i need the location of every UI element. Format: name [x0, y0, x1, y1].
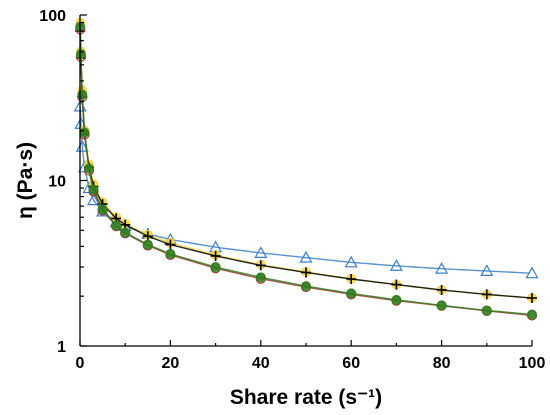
- data-point: [480, 264, 494, 276]
- data-point: [481, 305, 492, 316]
- data-point: [111, 220, 122, 231]
- x-tick-label: 80: [433, 355, 451, 372]
- data-point: [436, 284, 447, 295]
- data-point: [346, 274, 357, 284]
- series-4: [75, 21, 537, 320]
- data-point: [77, 89, 88, 100]
- data-point: [142, 239, 153, 250]
- x-tick-label: 40: [252, 355, 270, 372]
- x-tick-label: 100: [519, 355, 546, 372]
- data-point: [344, 255, 358, 268]
- x-axis-label: Share rate (s⁻¹): [230, 386, 382, 409]
- data-point: [346, 288, 357, 299]
- data-point: [391, 294, 402, 305]
- series-line: [79, 22, 530, 299]
- data-point: [436, 300, 447, 311]
- series-0: [73, 99, 539, 279]
- data-point: [210, 250, 221, 261]
- y-tick-label: 1: [57, 339, 66, 356]
- data-point: [525, 266, 539, 279]
- x-tick-label: 20: [162, 355, 180, 372]
- data-point: [254, 246, 268, 258]
- plot-area: [73, 17, 539, 321]
- y-tick-label: 100: [39, 8, 66, 25]
- x-tick-label: 60: [342, 355, 360, 372]
- data-point: [75, 49, 86, 60]
- data-point: [87, 193, 101, 206]
- data-point: [299, 250, 313, 263]
- data-point: [165, 248, 176, 259]
- data-point: [389, 259, 403, 271]
- data-point: [79, 127, 90, 138]
- data-point: [255, 272, 266, 283]
- y-tick-label: 10: [48, 174, 66, 191]
- data-point: [97, 204, 108, 215]
- ticks: 0 20 40 60 80 100 1 10 100: [39, 8, 545, 372]
- y-axis-label: η (Pa·s): [14, 142, 37, 219]
- data-point: [120, 227, 131, 238]
- data-point: [391, 279, 402, 290]
- data-point: [165, 239, 176, 250]
- data-point: [527, 292, 537, 303]
- axes: [79, 15, 532, 347]
- data-point: [301, 267, 311, 278]
- data-point: [435, 261, 449, 274]
- series-1: [75, 17, 537, 303]
- data-point: [301, 281, 311, 292]
- data-point: [210, 262, 221, 273]
- data-point: [481, 289, 492, 300]
- data-point: [527, 309, 537, 320]
- data-point: [84, 163, 95, 174]
- data-point: [88, 184, 99, 195]
- x-tick-label: 0: [76, 355, 85, 372]
- data-point: [255, 260, 266, 271]
